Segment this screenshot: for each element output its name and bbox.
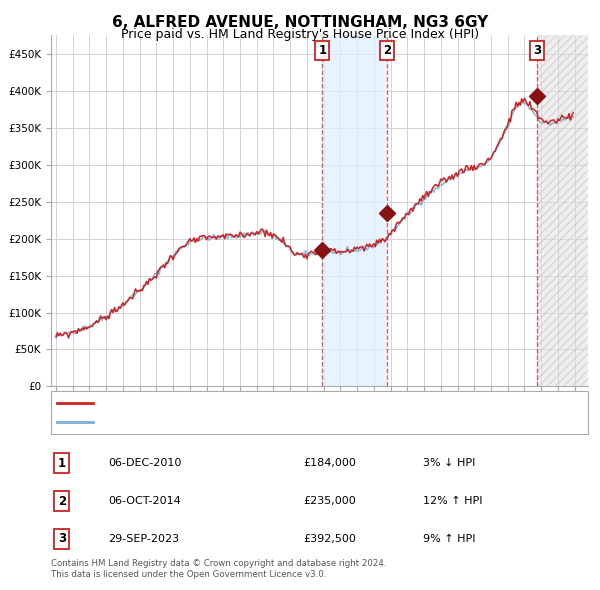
Text: £184,000: £184,000 <box>303 458 356 468</box>
Text: 6, ALFRED AVENUE, NOTTINGHAM, NG3 6GY (detached house): 6, ALFRED AVENUE, NOTTINGHAM, NG3 6GY (d… <box>96 398 443 408</box>
Text: 6, ALFRED AVENUE, NOTTINGHAM, NG3 6GY: 6, ALFRED AVENUE, NOTTINGHAM, NG3 6GY <box>112 15 488 30</box>
Text: Price paid vs. HM Land Registry's House Price Index (HPI): Price paid vs. HM Land Registry's House … <box>121 28 479 41</box>
Text: 3: 3 <box>58 533 66 546</box>
Text: 29-SEP-2023: 29-SEP-2023 <box>108 534 179 544</box>
Text: 3: 3 <box>533 44 541 57</box>
Text: Contains HM Land Registry data © Crown copyright and database right 2024.
This d: Contains HM Land Registry data © Crown c… <box>51 559 386 579</box>
Text: 12% ↑ HPI: 12% ↑ HPI <box>423 496 482 506</box>
Text: £235,000: £235,000 <box>303 496 356 506</box>
Text: 3% ↓ HPI: 3% ↓ HPI <box>423 458 475 468</box>
Text: 2: 2 <box>383 44 391 57</box>
Bar <box>322 35 387 386</box>
Text: 9% ↑ HPI: 9% ↑ HPI <box>423 534 476 544</box>
Text: £392,500: £392,500 <box>303 534 356 544</box>
Bar <box>537 35 588 386</box>
Text: 1: 1 <box>318 44 326 57</box>
Text: 2: 2 <box>58 494 66 507</box>
Text: 06-OCT-2014: 06-OCT-2014 <box>108 496 181 506</box>
Text: HPI: Average price, detached house, Gedling: HPI: Average price, detached house, Gedl… <box>96 417 346 427</box>
Text: 06-DEC-2010: 06-DEC-2010 <box>108 458 181 468</box>
Text: 1: 1 <box>58 457 66 470</box>
